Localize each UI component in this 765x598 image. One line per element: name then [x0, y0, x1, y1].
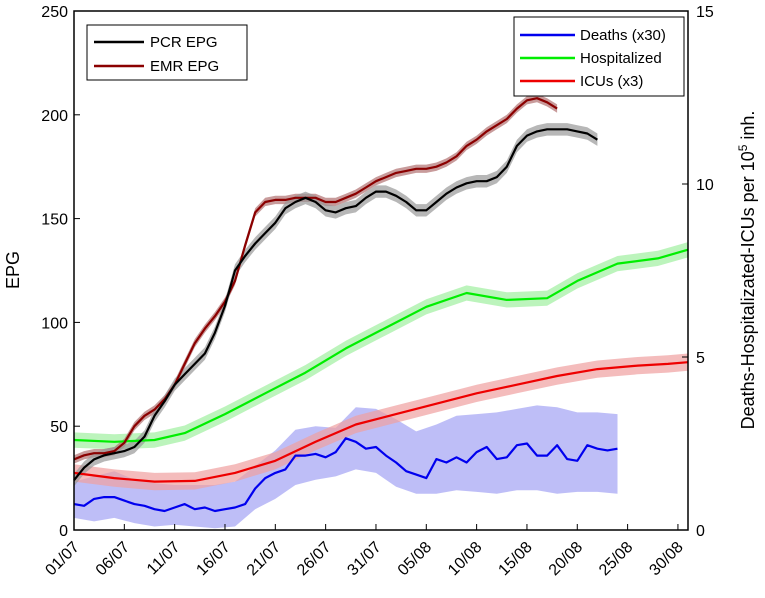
series-line-emr-epg	[73, 97, 558, 461]
x-tick-label: 15/08	[495, 539, 535, 579]
y2-axis-title-suffix: inh.	[738, 111, 758, 145]
x-tick-label: 10/08	[445, 539, 485, 579]
y2-tick-label: 15	[696, 4, 714, 21]
band-hospitalized	[74, 242, 688, 450]
y2-axis-title: Deaths-Hospitalizated-ICUs per 105 inh.	[736, 111, 758, 430]
band-emr-epg	[74, 94, 558, 464]
y2-axis-title-main: Deaths-Hospitalizated-ICUs per 10	[738, 151, 758, 429]
legend-label-icus: ICUs (x3)	[580, 73, 643, 90]
series-line-pcr-epg	[73, 128, 598, 481]
series-line-deaths-x30	[73, 437, 618, 513]
y2-tick-label: 5	[696, 350, 705, 367]
x-tick-label: 21/07	[244, 539, 284, 579]
y-tick-label: 200	[41, 108, 68, 125]
legend-label-deaths: Deaths (x30)	[580, 27, 666, 44]
y-tick-label: 250	[41, 4, 68, 21]
x-tick-label: 05/08	[395, 539, 435, 579]
x-tick-label: 20/08	[546, 539, 586, 579]
series-line-hospitalized	[73, 248, 689, 443]
legend-left: PCR EPG EMR EPG	[86, 24, 248, 81]
confidence-bands	[74, 94, 688, 529]
legend-label-hospitalized: Hospitalized	[580, 50, 662, 67]
series-line-icus-x3	[73, 361, 689, 483]
x-tick-label: 16/07	[193, 539, 233, 579]
band-icus-x3	[74, 353, 688, 491]
legend-right: Deaths (x30) Hospitalized ICUs (x3)	[513, 16, 685, 97]
plot-area-frame	[73, 10, 689, 531]
x-tick-label: 30/08	[646, 539, 686, 579]
x-tick-label: 25/08	[596, 539, 636, 579]
series-lines	[73, 97, 689, 513]
y-tick-label: 0	[59, 523, 68, 540]
y-tick-label: 100	[41, 315, 68, 332]
y2-axis-title-superscript: 5	[736, 144, 750, 151]
legend-label-pcr-epg: PCR EPG	[150, 34, 218, 51]
y-axis-title: EPG	[3, 251, 23, 289]
x-tick-label: 06/07	[93, 539, 133, 579]
x-tick-label: 31/07	[344, 539, 384, 579]
legend-left-box	[86, 24, 248, 81]
x-tick-label: 26/07	[294, 539, 334, 579]
y2-tick-label: 10	[696, 177, 714, 194]
legend-label-emr-epg: EMR EPG	[150, 58, 219, 75]
y2-tick-label: 0	[696, 523, 705, 540]
y-tick-label: 150	[41, 212, 68, 229]
band-deaths-x30	[74, 405, 618, 529]
x-tick-label: 01/07	[42, 539, 82, 579]
y-tick-label: 50	[50, 419, 68, 436]
x-tick-label: 11/07	[144, 539, 184, 579]
legend-right-box	[513, 16, 685, 97]
